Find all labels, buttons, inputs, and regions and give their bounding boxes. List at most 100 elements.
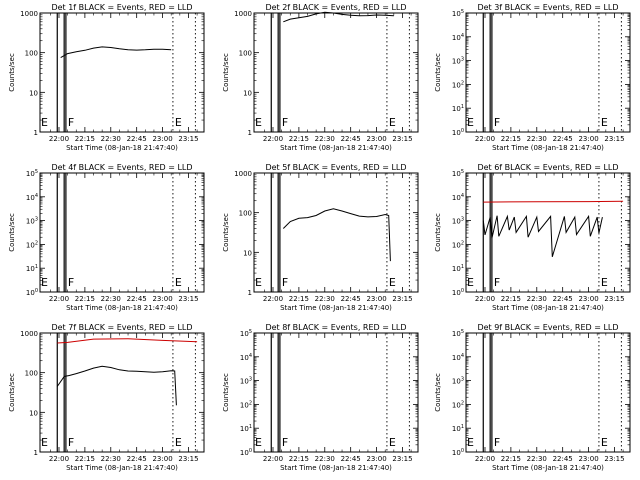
x-tick-label: 23:00 — [366, 135, 386, 143]
y-tick-label: 100 — [26, 288, 38, 297]
x-tick-label: 22:15 — [501, 455, 521, 463]
panel-det-6: Det 6f BLACK = Events, RED = LLD 100 101 10… — [434, 163, 631, 312]
x-tick-label: 22:00 — [49, 295, 69, 303]
x-tick-label: 22:00 — [49, 135, 69, 143]
y-tick-label: 102 — [26, 240, 38, 249]
y-tick-label: 101 — [452, 424, 464, 433]
y-tick-label: 1 — [248, 289, 252, 297]
y-tick-label: 10 — [29, 409, 38, 417]
x-tick-label: 23:00 — [578, 135, 598, 143]
x-axis-title: Start Time (08-Jan-18 21:47:40) — [492, 304, 604, 312]
panel-det-9: Det 9f BLACK = Events, RED = LLD 100 101 10… — [434, 323, 631, 472]
x-axis-title: Start Time (08-Jan-18 21:47:40) — [66, 304, 178, 312]
y-axis-title: Counts/sec — [222, 213, 230, 252]
x-axis-title: Start Time (08-Jan-18 21:47:40) — [492, 464, 604, 472]
event-marker-f: F — [68, 276, 74, 289]
panel-det-5: Det 5f BLACK = Events, RED = LLD 1 10 100 10… — [222, 163, 419, 312]
y-tick-label: 1000 — [234, 170, 252, 178]
x-tick-label: 23:15 — [178, 135, 198, 143]
panel-det-7: Det 7f BLACK = Events, RED = LLD 1 10 100 10… — [8, 323, 205, 472]
x-tick-label: 22:30 — [101, 135, 121, 143]
y-tick-label: 100 — [452, 128, 464, 137]
events-series-line — [60, 46, 172, 59]
y-tick-label: 100 — [240, 448, 252, 457]
event-marker-e: E — [389, 276, 396, 289]
y-tick-label: 104 — [452, 353, 464, 362]
panel-det-8: Det 8f BLACK = Events, RED = LLD 100 101 10… — [222, 323, 419, 472]
x-axis-title: Start Time (08-Jan-18 21:47:40) — [66, 144, 178, 152]
panel-det-2: Det 2f BLACK = Events, RED = LLD 1 10 100 10… — [222, 3, 419, 152]
x-tick-label: 23:15 — [392, 295, 412, 303]
y-axis-title: Counts/sec — [8, 53, 16, 92]
panel-title: Det 9f BLACK = Events, RED = LLD — [477, 323, 618, 332]
y-tick-label: 100 — [239, 210, 252, 218]
y-axis-title: Counts/sec — [222, 373, 230, 412]
events-series-line — [283, 11, 394, 23]
panel-title: Det 1f BLACK = Events, RED = LLD — [51, 3, 192, 12]
x-tick-label: 22:15 — [501, 135, 521, 143]
y-tick-label: 10 — [29, 89, 38, 97]
y-tick-label: 105 — [452, 329, 464, 338]
x-tick-label: 22:45 — [127, 295, 147, 303]
plot-frame — [465, 332, 631, 453]
y-tick-label: 100 — [452, 288, 464, 297]
events-series-line — [282, 208, 391, 262]
y-axis-title: Counts/sec — [434, 373, 442, 412]
panel-title: Det 5f BLACK = Events, RED = LLD — [265, 163, 406, 172]
y-tick-label: 101 — [240, 424, 252, 433]
x-tick-label: 22:30 — [315, 455, 335, 463]
event-marker-f: F — [282, 436, 288, 449]
x-tick-label: 22:45 — [553, 455, 573, 463]
event-marker-e: E — [467, 116, 474, 129]
event-marker-e: E — [255, 116, 262, 129]
x-tick-label: 23:00 — [366, 455, 386, 463]
x-tick-label: 22:00 — [475, 455, 495, 463]
y-tick-label: 105 — [452, 9, 464, 18]
event-marker-e: E — [175, 276, 182, 289]
y-tick-label: 10 — [243, 89, 252, 97]
x-tick-label: 22:45 — [553, 295, 573, 303]
x-tick-label: 22:30 — [101, 295, 121, 303]
x-tick-label: 22:15 — [289, 135, 309, 143]
event-marker-e: E — [255, 276, 262, 289]
y-tick-label: 103 — [240, 377, 252, 386]
x-tick-label: 23:15 — [604, 295, 624, 303]
panel-title: Det 4f BLACK = Events, RED = LLD — [51, 163, 192, 172]
x-tick-label: 22:00 — [263, 135, 283, 143]
x-tick-label: 22:45 — [553, 135, 573, 143]
y-tick-label: 101 — [452, 104, 464, 113]
y-tick-label: 1 — [34, 449, 38, 457]
panel-title: Det 2f BLACK = Events, RED = LLD — [265, 3, 406, 12]
event-marker-e: E — [389, 436, 396, 449]
x-tick-label: 22:15 — [75, 135, 95, 143]
x-tick-label: 22:00 — [263, 455, 283, 463]
x-tick-label: 22:30 — [527, 455, 547, 463]
y-axis-title: Counts/sec — [8, 373, 16, 412]
y-tick-label: 101 — [452, 264, 464, 273]
panel-det-3: Det 3f BLACK = Events, RED = LLD 100 101 10… — [434, 3, 631, 152]
event-marker-e: E — [389, 116, 396, 129]
x-tick-label: 23:00 — [152, 135, 172, 143]
y-tick-label: 105 — [452, 169, 464, 178]
x-axis-title: Start Time (08-Jan-18 21:47:40) — [280, 144, 392, 152]
event-marker-f: F — [282, 116, 288, 129]
plot-frame — [253, 332, 419, 453]
y-tick-label: 100 — [25, 370, 38, 378]
y-tick-label: 100 — [25, 50, 38, 58]
y-tick-label: 10 — [243, 249, 252, 257]
y-tick-label: 1000 — [20, 10, 38, 18]
event-marker-e: E — [175, 116, 182, 129]
y-tick-label: 103 — [452, 377, 464, 386]
x-axis-title: Start Time (08-Jan-18 21:47:40) — [280, 304, 392, 312]
x-tick-label: 22:15 — [501, 295, 521, 303]
x-tick-label: 22:30 — [101, 455, 121, 463]
y-axis-title: Counts/sec — [8, 213, 16, 252]
y-tick-label: 100 — [239, 50, 252, 58]
panel-title: Det 6f BLACK = Events, RED = LLD — [477, 163, 618, 172]
event-marker-e: E — [41, 116, 48, 129]
lld-series-line — [483, 200, 624, 203]
x-tick-label: 23:15 — [604, 455, 624, 463]
y-tick-label: 105 — [26, 169, 38, 178]
event-marker-e: E — [601, 276, 608, 289]
